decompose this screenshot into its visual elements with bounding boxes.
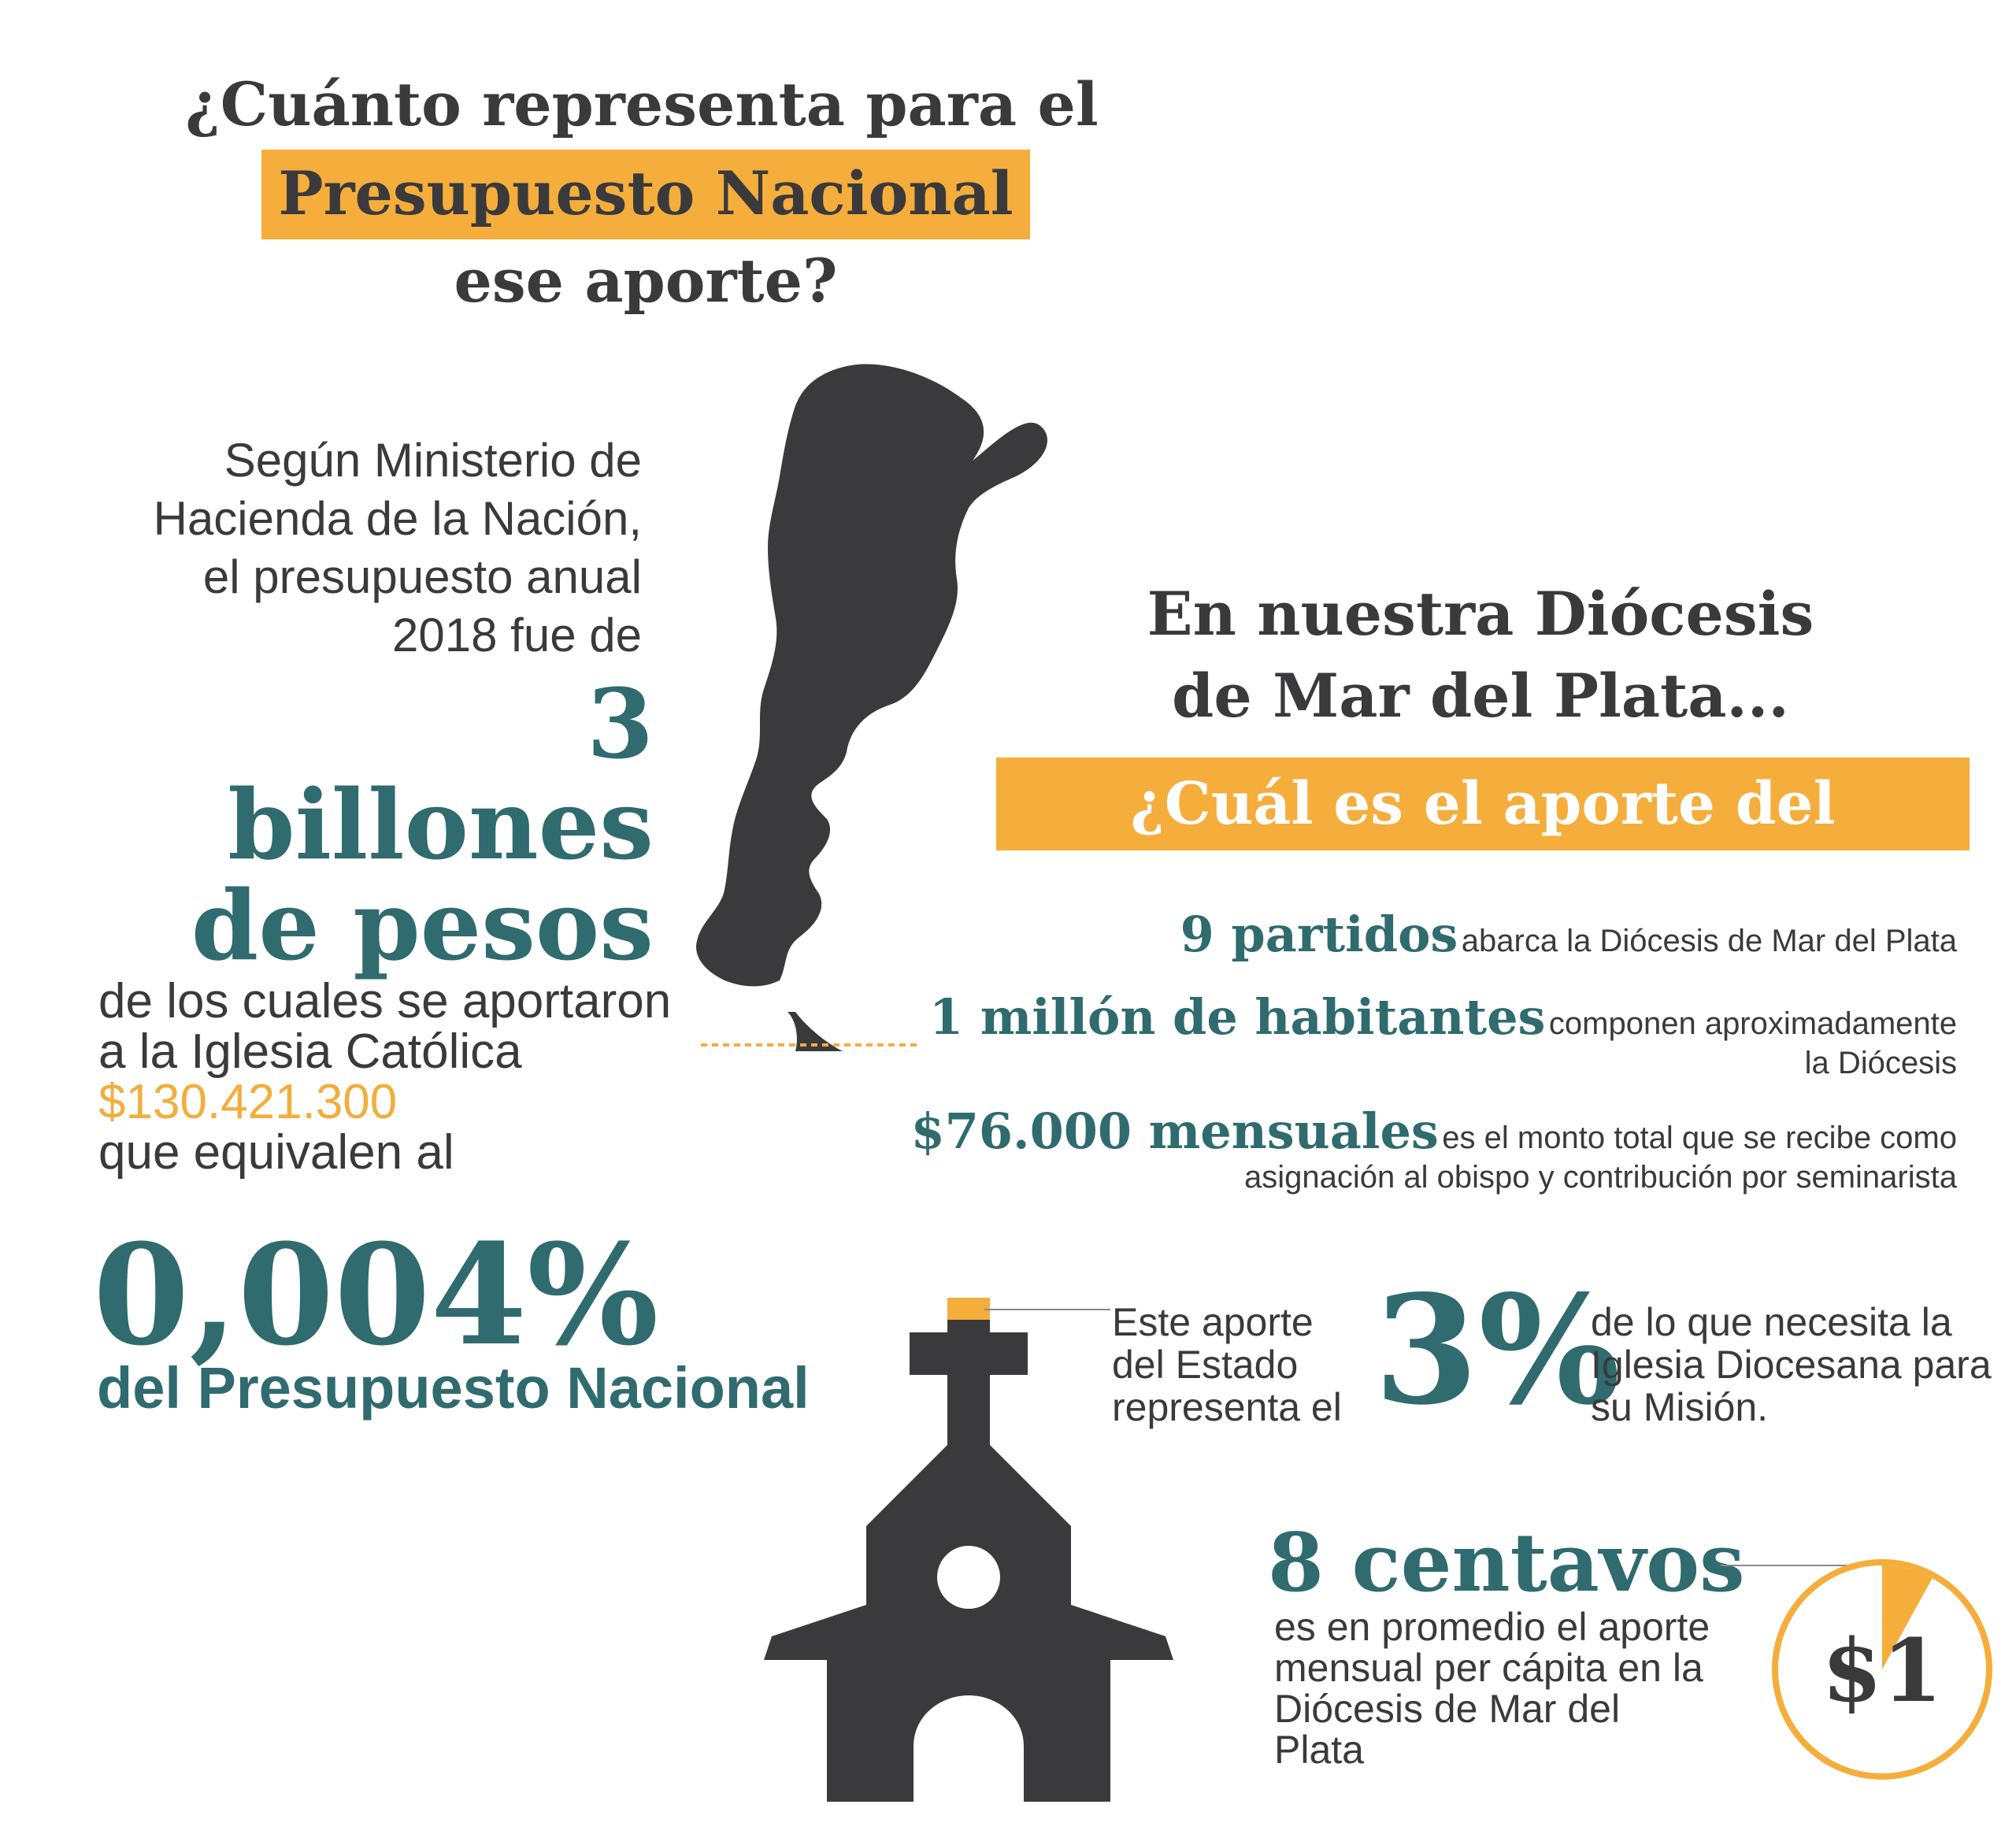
estado-line: Este aporte	[1112, 1300, 1314, 1344]
mision-line: de lo que necesita la	[1591, 1300, 1952, 1344]
fact-partidos: 9 partidos abarca la Diócesis de Mar del…	[933, 906, 1957, 963]
budget-amount: 3 billones de pesos	[142, 673, 654, 976]
promedio-line: mensual per cápita en la	[1274, 1646, 1703, 1690]
diocese-heading: En nuestra Diócesis de Mar del Plata...	[1087, 573, 1874, 737]
argentina-map-icon	[696, 364, 1047, 1051]
ministry-line: Según Ministerio de	[224, 434, 642, 487]
coin-pie-icon: $1	[1772, 1559, 1992, 1780]
contribution-amount: $130.421.300	[98, 1075, 398, 1129]
fact-small: abarca la Diócesis de Mar del Plata	[1461, 924, 1957, 958]
budget-line: de pesos	[191, 869, 654, 982]
mision-line: Iglesia Diocesana para	[1591, 1343, 1992, 1387]
fact-big: $76.000 mensuales	[910, 1102, 1439, 1160]
fact-big: 9 partidos	[1180, 906, 1458, 963]
budget-percent: 0,004%	[93, 1213, 659, 1376]
contribution-text: de los cuales se aportaron a la Iglesia …	[98, 976, 713, 1178]
ministry-line: el presupuesto anual	[202, 550, 642, 603]
mision-line: su Misión.	[1591, 1385, 1769, 1429]
equivalent-text: que equivalen al	[98, 1125, 454, 1180]
fact-small: es el monto total que se recibe como	[1442, 1121, 1957, 1155]
promedio-line: Diócesis de Mar del Plata	[1274, 1687, 1621, 1772]
promedio-line: es en promedio el aporte	[1274, 1605, 1710, 1649]
budget-percent-label: del Presupuesto Nacional	[97, 1355, 810, 1421]
church-icon	[764, 1298, 1173, 1802]
fact-mensuales: $76.000 mensuales es el monto total que …	[854, 1102, 1957, 1195]
title-line-1: ¿Cuánto representa para el	[185, 69, 1099, 139]
contribution-line: de los cuales se aportaron	[98, 974, 672, 1028]
state-contribution-question: ¿Cuál es el aporte del Estado?	[1130, 770, 1836, 918]
map-dotted-line	[701, 1043, 921, 1047]
coin-label: $1	[1821, 1620, 1942, 1721]
fact-small-2: la Diócesis	[1804, 1046, 1957, 1080]
fact-small-2: asignación al obispo y contribución por …	[1244, 1160, 1957, 1195]
title-highlight-box	[261, 150, 1030, 239]
diocese-heading-line: En nuestra Diócesis	[1147, 579, 1814, 649]
church-pointer-line	[984, 1309, 1110, 1310]
contribution-line: a la Iglesia Católica	[98, 1024, 522, 1079]
budget-line: 3 billones	[228, 667, 654, 881]
estado-text: Este aporte del Estado representa el	[1112, 1301, 1348, 1428]
ministry-text: Según Ministerio de Hacienda de la Nació…	[63, 432, 642, 665]
mision-text: de lo que necesita la Iglesia Diocesana …	[1591, 1301, 2000, 1428]
three-percent: 3%	[1374, 1262, 1621, 1438]
title-line-2: Presupuesto Nacional	[278, 158, 1014, 228]
ministry-line: Hacienda de la Nación,	[153, 492, 642, 545]
centavos-value: 8 centavos	[1268, 1516, 1745, 1610]
ministry-line: 2018 fue de	[392, 609, 642, 661]
estado-line: del Estado	[1112, 1343, 1299, 1387]
question-highlight-box	[996, 758, 1970, 850]
coin-slice	[1882, 1565, 1933, 1669]
promedio-text: es en promedio el aporte mensual per cáp…	[1274, 1606, 1715, 1770]
diocese-heading-line: de Mar del Plata...	[1172, 661, 1789, 731]
fact-habitantes: 1 millón de habitantes componen aproxima…	[854, 988, 1957, 1081]
title-line-3: ese aporte?	[454, 246, 838, 316]
fact-big: 1 millón de habitantes	[929, 988, 1546, 1046]
estado-line: representa el	[1112, 1385, 1342, 1429]
fact-small: componen aproximadamente	[1548, 1006, 1957, 1041]
